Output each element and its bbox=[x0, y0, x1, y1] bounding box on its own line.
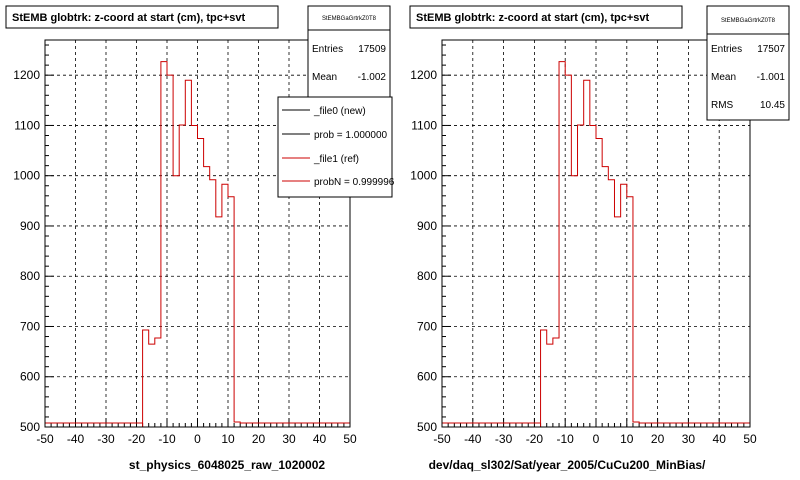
right-x-tick-label: -40 bbox=[464, 432, 482, 446]
left-y-tick-label: 1000 bbox=[13, 169, 40, 183]
right-y-tick-label: 800 bbox=[417, 269, 437, 283]
right-y-tick-label: 500 bbox=[417, 420, 437, 434]
left-x-tick-label: 30 bbox=[282, 432, 296, 446]
right-x-tick-label: -10 bbox=[557, 432, 575, 446]
left-stats-mean-label: Mean bbox=[312, 72, 337, 83]
left-x-tick-label: -30 bbox=[97, 432, 115, 446]
left-y-tick-label: 500 bbox=[20, 420, 40, 434]
right-y-tick-labels: 500 600 700 800 900 1000 1100 1200 bbox=[410, 68, 437, 434]
right-stats-rms-label: RMS bbox=[711, 100, 734, 111]
left-x-tick-label: 40 bbox=[313, 432, 327, 446]
left-x-tick-label: -40 bbox=[67, 432, 85, 446]
right-stats-entries-label: Entries bbox=[711, 44, 742, 55]
left-stats-mean-value: -1.002 bbox=[358, 72, 387, 83]
legend-box bbox=[277, 96, 393, 198]
right-y-tick-label: 900 bbox=[417, 219, 437, 233]
left-y-tick-label: 700 bbox=[20, 319, 40, 333]
right-y-tick-label: 1100 bbox=[411, 118, 437, 132]
left-y-tick-label: 600 bbox=[20, 370, 40, 384]
left-x-tick-label: 0 bbox=[194, 432, 201, 446]
right-x-tick-labels: -50 -40 -30 -20 -10 0 10 20 30 40 50 bbox=[433, 432, 757, 446]
left-y-tick-label: 900 bbox=[20, 219, 40, 233]
right-y-tick-label: 600 bbox=[417, 370, 437, 384]
right-x-tick-label: -20 bbox=[526, 432, 544, 446]
right-stats-entries-value: 17507 bbox=[757, 44, 785, 55]
right-x-tick-label: -50 bbox=[433, 432, 451, 446]
legend-entry-probn: probN = 0.999996 bbox=[314, 177, 395, 188]
left-x-axis-label: st_physics_6048025_raw_1020002 bbox=[129, 458, 325, 472]
left-y-tick-label: 1100 bbox=[14, 118, 40, 132]
right-x-tick-label: 0 bbox=[593, 432, 600, 446]
right-stats-mean-value: -1.001 bbox=[757, 72, 786, 83]
right-histogram-pad: -50 -40 -30 -20 -10 0 10 20 30 40 50 500 600 700 800 9… bbox=[409, 5, 790, 472]
right-x-tick-label: 20 bbox=[651, 432, 665, 446]
right-x-tick-label: 30 bbox=[682, 432, 696, 446]
right-stats-mean-label: Mean bbox=[711, 72, 736, 83]
right-title-box bbox=[409, 5, 683, 29]
right-x-tick-label: 10 bbox=[620, 432, 634, 446]
right-x-tick-label: -30 bbox=[495, 432, 513, 446]
left-histogram-line bbox=[45, 61, 350, 427]
left-histogram-pad: -50 -40 -30 -20 -10 0 10 20 30 40 50 500 600 700 800 9… bbox=[5, 5, 395, 472]
right-x-axis-label: dev/daq_sl302/Sat/year_2005/CuCu200_MinB… bbox=[429, 458, 706, 472]
left-stats-entries-label: Entries bbox=[312, 44, 343, 55]
right-stats-name: StEMBGaGrtrkZ0T8 bbox=[721, 18, 776, 24]
left-y-tick-labels: 500 600 700 800 900 1000 1100 1200 bbox=[13, 68, 40, 434]
left-title-box bbox=[5, 5, 279, 29]
right-y-tick-label: 1000 bbox=[410, 169, 437, 183]
right-stats-rms-value: 10.45 bbox=[760, 100, 785, 111]
left-x-tick-labels: -50 -40 -30 -20 -10 0 10 20 30 40 50 bbox=[36, 432, 357, 446]
right-gridlines bbox=[442, 40, 750, 427]
left-plot-frame bbox=[44, 39, 351, 428]
left-x-tick-label: 50 bbox=[343, 432, 357, 446]
left-y-tick-label: 800 bbox=[20, 269, 40, 283]
legend-entry-new: _file0 (new) bbox=[313, 106, 366, 117]
left-x-tick-label: -50 bbox=[36, 432, 54, 446]
legend-entry-ref: _file1 (ref) bbox=[313, 154, 359, 165]
right-y-tick-label: 700 bbox=[417, 319, 437, 333]
right-plot-frame bbox=[441, 39, 751, 428]
right-histogram-line bbox=[442, 61, 750, 427]
left-x-tick-label: 10 bbox=[221, 432, 235, 446]
right-stats-box bbox=[706, 5, 790, 121]
left-chart-title: StEMB globtrk: z-coord at start (cm), tp… bbox=[12, 12, 246, 24]
right-x-tick-label: 40 bbox=[713, 432, 727, 446]
left-x-tick-label: 20 bbox=[252, 432, 266, 446]
right-y-tick-label: 1200 bbox=[410, 68, 437, 82]
left-y-tick-label: 1200 bbox=[13, 68, 40, 82]
left-x-tick-label: -20 bbox=[128, 432, 146, 446]
left-gridlines bbox=[45, 40, 350, 427]
legend-entry-prob: prob = 1.000000 bbox=[314, 130, 388, 141]
right-chart-title: StEMB globtrk: z-coord at start (cm), tp… bbox=[416, 12, 650, 24]
right-x-tick-label: 50 bbox=[743, 432, 757, 446]
left-stats-entries-value: 17509 bbox=[358, 44, 386, 55]
left-x-tick-label: -10 bbox=[158, 432, 176, 446]
left-stats-name: StEMBGaGrtrkZ0T8 bbox=[322, 16, 377, 22]
